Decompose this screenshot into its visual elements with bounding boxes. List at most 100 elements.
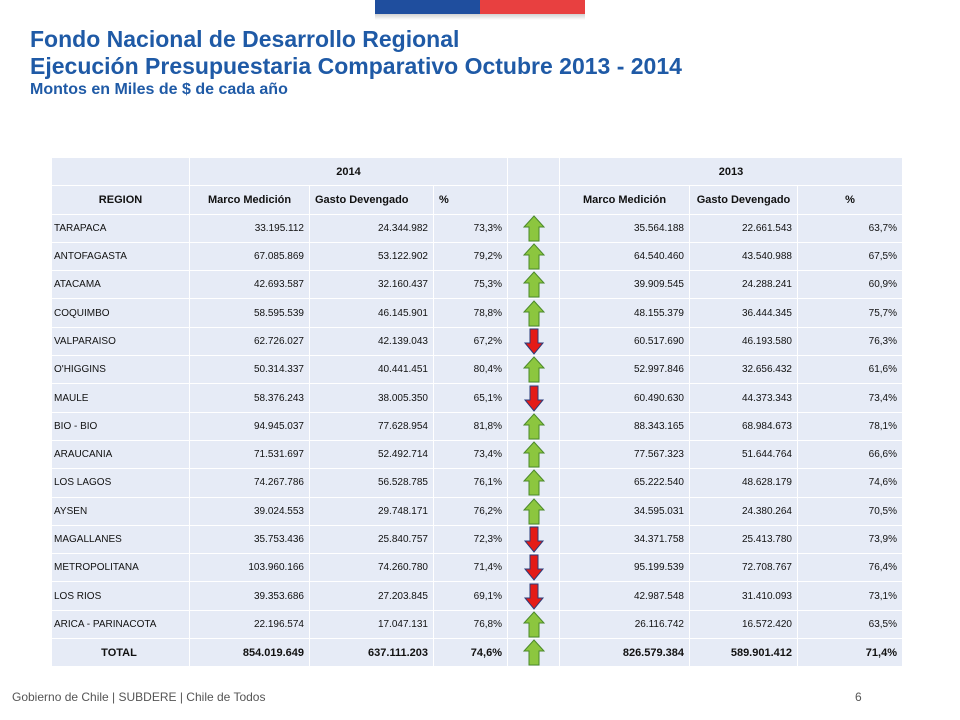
pct-2013-cell: 67,5% xyxy=(797,241,903,272)
footer-text: Gobierno de Chile | SUBDERE | Chile de T… xyxy=(12,690,266,704)
trend-cell xyxy=(507,383,560,413)
table-row: COQUIMBO 58.595.539 46.145.901 78,8% 48.155.… xyxy=(51,298,903,328)
trend-cell xyxy=(507,468,560,498)
marco-2013-cell: 64.540.460 xyxy=(559,241,690,272)
pct-2014-cell: 78,8% xyxy=(433,298,508,328)
header-arrow-blank xyxy=(507,185,560,215)
marco-2014-cell: 42.693.587 xyxy=(189,270,310,300)
gasto-2014-cell: 38.005.350 xyxy=(309,383,434,413)
year-header-arrow-blank xyxy=(507,156,560,187)
pct-2014-cell: 65,1% xyxy=(433,383,508,413)
arrow-up-icon xyxy=(522,271,545,298)
region-cell: VALPARAISO xyxy=(51,326,190,357)
trend-cell xyxy=(507,298,560,328)
pct-2014-cell: 72,3% xyxy=(433,524,508,555)
arrow-up-icon xyxy=(522,469,545,496)
gasto-2013-cell: 43.540.988 xyxy=(689,241,798,272)
marco-2014-cell: 33.195.112 xyxy=(189,213,310,243)
region-cell: O'HIGGINS xyxy=(51,355,190,385)
trend-cell xyxy=(507,411,560,441)
marco-2013-cell: 26.116.742 xyxy=(559,609,690,640)
marco-2014-cell: 74.267.786 xyxy=(189,468,310,498)
region-cell: LOS RIOS xyxy=(51,581,190,611)
table-row: LOS LAGOS 74.267.786 56.528.785 76,1% 65.222… xyxy=(51,468,903,498)
trend-cell xyxy=(507,524,560,555)
region-cell: MAGALLANES xyxy=(51,524,190,555)
gasto-2013-cell: 36.444.345 xyxy=(689,298,798,328)
marco-2014-cell: 58.595.539 xyxy=(189,298,310,328)
arrow-down-icon xyxy=(523,554,545,581)
pct-2014-cell: 76,1% xyxy=(433,468,508,498)
marco-2013-cell: 34.595.031 xyxy=(559,496,690,526)
gasto-2013-cell: 16.572.420 xyxy=(689,609,798,640)
year-2014-header: 2014 xyxy=(189,156,508,187)
region-cell: COQUIMBO xyxy=(51,298,190,328)
trend-cell xyxy=(507,439,560,470)
pct-2013-cell: 73,1% xyxy=(797,581,903,611)
marco-2014-cell: 22.196.574 xyxy=(189,609,310,640)
pct-2014-cell: 75,3% xyxy=(433,270,508,300)
table-row: AYSEN 39.024.553 29.748.171 76,2% 34.595.031… xyxy=(51,496,903,526)
gasto-2014-cell: 52.492.714 xyxy=(309,439,434,470)
marco-2014-cell: 50.314.337 xyxy=(189,355,310,385)
flag-blue-stripe xyxy=(375,0,480,14)
trend-cell xyxy=(507,355,560,385)
arrow-up-icon xyxy=(522,299,545,327)
header-flag-bar xyxy=(375,0,585,14)
marco-2013-cell: 35.564.188 xyxy=(559,213,690,243)
marco-2013-cell: 52.997.846 xyxy=(559,355,690,385)
trend-cell xyxy=(507,270,560,300)
header-pct-2013: % xyxy=(797,185,903,215)
gasto-2014-cell: 17.047.131 xyxy=(309,609,434,640)
pct-2013-cell: 73,4% xyxy=(797,383,903,413)
marco-2014-cell: 35.753.436 xyxy=(189,524,310,555)
arrow-up-icon xyxy=(522,611,545,638)
gasto-2014-cell: 24.344.982 xyxy=(309,213,434,243)
trend-cell xyxy=(507,213,560,243)
marco-2013-cell: 65.222.540 xyxy=(559,468,690,498)
page-subtitle: Ejecución Presupuestaria Comparativo Oct… xyxy=(30,53,682,79)
total-row: TOTAL 854.019.649 637.111.203 74,6% 826.579.… xyxy=(51,638,903,668)
gasto-2013-cell: 68.984.673 xyxy=(689,411,798,441)
arrow-down-icon xyxy=(523,328,545,355)
year-header-blank xyxy=(51,156,190,187)
arrow-up-icon xyxy=(522,498,545,525)
marco-2013-cell: 42.987.548 xyxy=(559,581,690,611)
pct-2013-cell: 76,4% xyxy=(797,553,903,583)
pct-2014-cell: 69,1% xyxy=(433,581,508,611)
pct-2013-cell: 78,1% xyxy=(797,411,903,441)
title-block: Fondo Nacional de Desarrollo Regional Ej… xyxy=(30,26,682,100)
budget-table: 2014 2013 REGION Marco Medición Gasto De… xyxy=(51,156,903,668)
marco-2014-cell: 58.376.243 xyxy=(189,383,310,413)
header-marco-2014: Marco Medición xyxy=(189,185,310,215)
arrow-down-icon xyxy=(523,583,545,610)
gasto-2013-cell: 44.373.343 xyxy=(689,383,798,413)
table-row: MAULE 58.376.243 38.005.350 65,1% 60.490.630… xyxy=(51,383,903,413)
marco-2013-cell: 77.567.323 xyxy=(559,439,690,470)
page-units-note: Montos en Miles de $ de cada año xyxy=(30,81,288,98)
region-cell: ATACAMA xyxy=(51,270,190,300)
header-marco-2013: Marco Medición xyxy=(559,185,690,215)
gasto-2014-cell: 25.840.757 xyxy=(309,524,434,555)
table-row: ANTOFAGASTA 67.085.869 53.122.902 79,2% 64.5… xyxy=(51,241,903,272)
table-row: METROPOLITANA 103.960.166 74.260.780 71,4% 9… xyxy=(51,553,903,583)
gasto-2014-cell: 29.748.171 xyxy=(309,496,434,526)
trend-cell xyxy=(507,553,560,583)
gasto-2014-cell: 42.139.043 xyxy=(309,326,434,357)
gasto-2014-cell: 32.160.437 xyxy=(309,270,434,300)
table-row: ARAUCANIA 71.531.697 52.492.714 73,4% 77.567… xyxy=(51,439,903,470)
header-gasto-2014: Gasto Devengado xyxy=(309,185,434,215)
table-row: VALPARAISO 62.726.027 42.139.043 67,2% 60.51… xyxy=(51,326,903,357)
arrow-up-icon xyxy=(522,356,545,383)
marco-2014-cell: 71.531.697 xyxy=(189,439,310,470)
region-cell: TOTAL xyxy=(51,638,190,668)
region-cell: ARICA - PARINACOTA xyxy=(51,609,190,640)
gasto-2014-cell: 56.528.785 xyxy=(309,468,434,498)
marco-2014-cell: 854.019.649 xyxy=(189,638,310,668)
pct-2014-cell: 76,2% xyxy=(433,496,508,526)
flag-shadow xyxy=(375,14,585,20)
gasto-2013-cell: 32.656.432 xyxy=(689,355,798,385)
table-row: O'HIGGINS 50.314.337 40.441.451 80,4% 52.997… xyxy=(51,355,903,385)
pct-2013-cell: 61,6% xyxy=(797,355,903,385)
pct-2013-cell: 60,9% xyxy=(797,270,903,300)
